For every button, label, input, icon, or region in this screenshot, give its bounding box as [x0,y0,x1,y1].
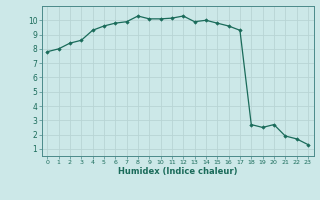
X-axis label: Humidex (Indice chaleur): Humidex (Indice chaleur) [118,167,237,176]
